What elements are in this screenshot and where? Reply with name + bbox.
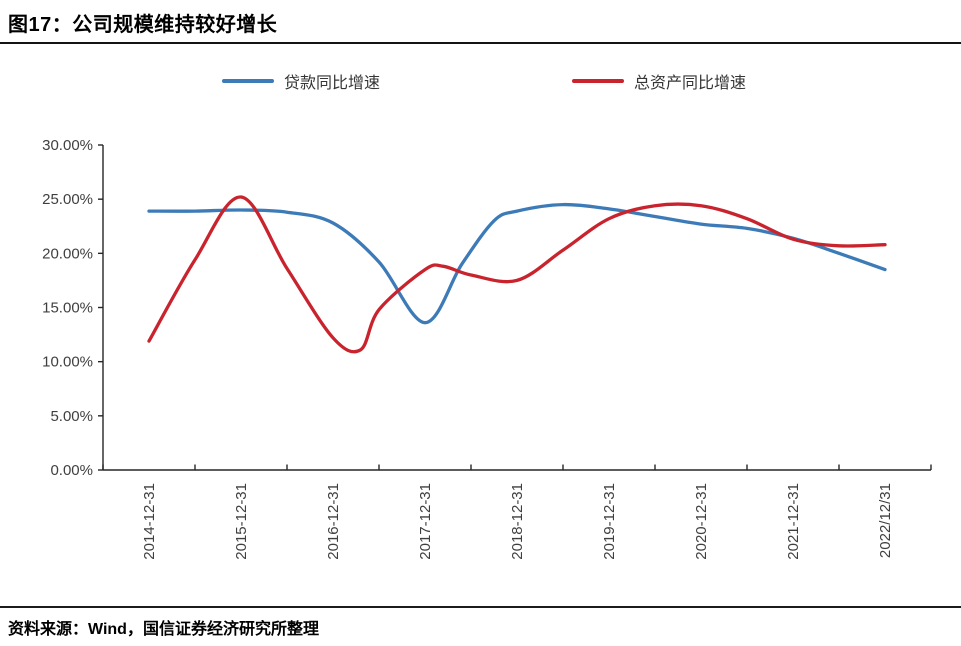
y-axis-tick-label: 20.00% <box>42 245 93 262</box>
y-axis-tick-label: 25.00% <box>42 191 93 208</box>
source-note: 资料来源：Wind，国信证券经济研究所整理 <box>8 621 319 638</box>
figure-title: 图17：公司规模维持较好增长 <box>8 14 278 36</box>
x-axis-tick-label: 2022/12/31 <box>877 483 894 558</box>
chart-legend: 贷款同比增速 总资产同比增速 <box>0 69 961 93</box>
series-line-total-assets-growth <box>147 195 887 354</box>
source-divider <box>0 606 961 608</box>
legend-item-total-assets-growth: 总资产同比增速 <box>572 69 746 93</box>
series-line-loan-growth <box>147 202 887 325</box>
x-axis-tick-label: 2015-12-31 <box>233 483 250 560</box>
x-axis-tick-label: 2016-12-31 <box>325 483 342 560</box>
y-axis-tick-label: 0.00% <box>50 462 93 479</box>
x-axis-tick-label: 2019-12-31 <box>601 483 618 560</box>
legend-label: 贷款同比增速 <box>284 75 381 92</box>
title-divider <box>0 42 961 44</box>
x-axis-tick-label: 2020-12-31 <box>693 483 710 560</box>
x-axis-tick-label: 2014-12-31 <box>141 483 158 560</box>
y-axis-tick-label: 30.00% <box>42 137 93 154</box>
y-axis-tick-label: 15.00% <box>42 300 93 317</box>
legend-line-swatch-blue <box>222 79 274 83</box>
x-axis-tick-label: 2021-12-31 <box>785 483 802 560</box>
x-axis-tick-label: 2017-12-31 <box>417 483 434 560</box>
y-axis-tick-label: 10.00% <box>42 354 93 371</box>
x-axis-tick-label: 2018-12-31 <box>509 483 526 560</box>
legend-label: 总资产同比增速 <box>634 75 747 92</box>
legend-item-loan-growth: 贷款同比增速 <box>222 69 380 93</box>
legend-line-swatch-red <box>572 79 624 83</box>
y-axis-tick-label: 5.00% <box>50 408 93 425</box>
